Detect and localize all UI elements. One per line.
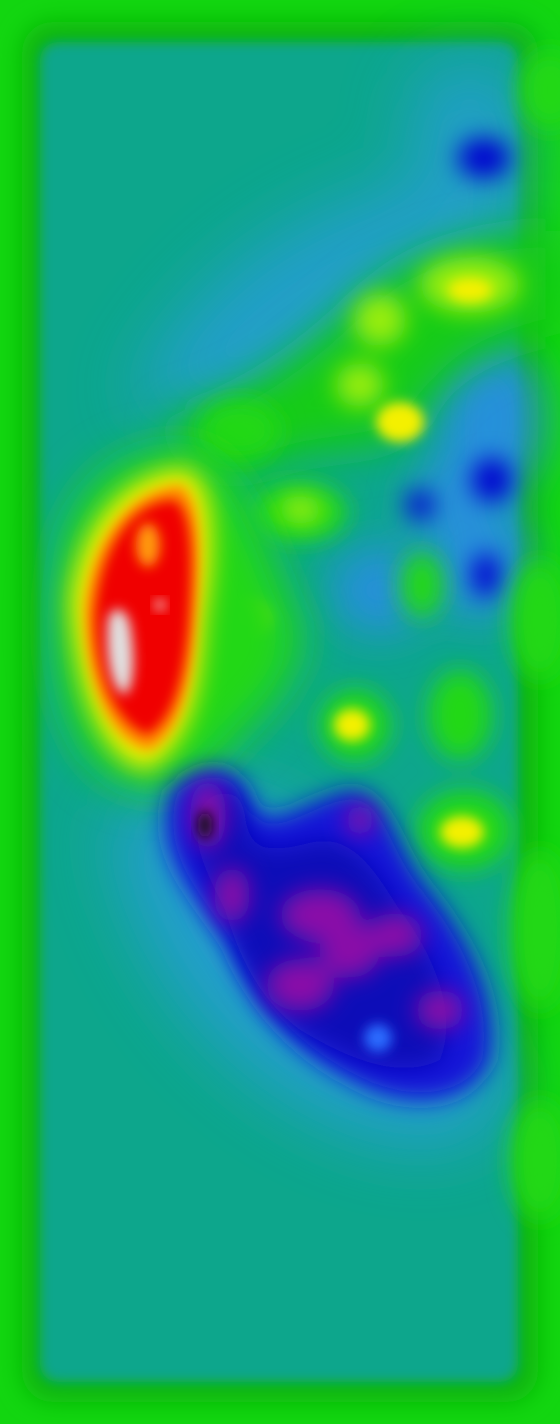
- hot-spot: [54, 448, 302, 790]
- cold-spot: [165, 768, 492, 1101]
- dark-blue-spots: [406, 138, 512, 597]
- right-blue-patches: [330, 340, 545, 635]
